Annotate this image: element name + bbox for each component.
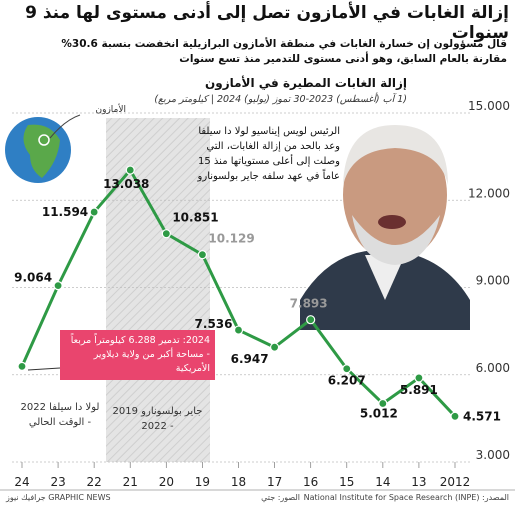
y-tick-label: 3.000 (476, 448, 510, 462)
point (378, 398, 388, 409)
bolsonaro-era-band (106, 118, 210, 462)
point (342, 364, 352, 374)
bolsonaro-period: جاير بولسونارو 2019 - 2022 (112, 406, 203, 432)
x-tick-label: 17 (267, 475, 282, 489)
point (233, 325, 244, 335)
point (269, 342, 280, 352)
point (89, 207, 99, 217)
y-tick-label: 12.000 (468, 186, 510, 200)
value-label: 10.129 (208, 232, 254, 246)
globe (5, 114, 81, 183)
value-label: 6.207 (328, 374, 366, 388)
point (17, 361, 27, 371)
x-tick-label: 13 (411, 475, 426, 489)
x-tick-label: 15 (339, 475, 354, 489)
value-label: 4.571 (463, 409, 501, 423)
footer-credit: GRAPHIC NEWS جرافيك نيوز (6, 493, 111, 502)
x-tick-label: 14 (375, 475, 390, 489)
lula-period: لولا دا سيلفا 2022 - الوقت الحالي (20, 402, 100, 428)
value-label: 7.536 (195, 317, 233, 331)
x-tick-label: 19 (195, 475, 210, 489)
value-label: 5.891 (400, 383, 438, 397)
value-label: 9.064 (14, 271, 52, 285)
lula-quote: الرئيس لويس إيناسيو لولا دا سيلفا وعد با… (197, 126, 340, 182)
x-tick-label: 23 (50, 475, 65, 489)
x-tick-label: 2012 (440, 475, 471, 489)
x-tick-label: 16 (303, 475, 318, 489)
point (125, 165, 135, 175)
x-tick-label: 24 (14, 475, 29, 489)
point (53, 281, 63, 291)
value-label: 7.893 (290, 297, 328, 311)
point (197, 250, 208, 260)
chart-title: إزالة الغابات المطيرة في الأمازون (205, 76, 407, 90)
subtitle: قال مسؤولون إن خسارة الغابات في منطقة ال… (61, 38, 507, 65)
value-label: 5.012 (360, 406, 398, 420)
title: إزالة الغابات في الأمازون تصل إلى أدنى م… (25, 3, 509, 43)
latest-annotation: 2024: تدمير 6.288 كيلومتراً مربعاً - مسا… (60, 330, 215, 380)
x-tick-label: 18 (231, 475, 246, 489)
point (414, 373, 424, 383)
point (161, 229, 171, 239)
y-tick-label: 15.000 (468, 99, 510, 113)
y-tick-label: 9.000 (476, 274, 510, 288)
globe-label: الأمازون (95, 105, 127, 115)
x-tick-label: 21 (123, 475, 138, 489)
x-tick-label: 20 (159, 475, 174, 489)
chart-subtitle: (1 آب (أغسطس) 2023-30 تموز (يوليو) 2024 … (154, 94, 407, 105)
point (306, 315, 316, 325)
footer-source: المصدر: National Institute for Space Res… (303, 493, 509, 502)
footer-photos: الصور: جتي (261, 493, 300, 502)
value-label: 13.038 (103, 177, 149, 191)
point (450, 411, 460, 421)
portrait (300, 125, 470, 330)
y-tick-label: 6.000 (476, 361, 510, 375)
x-tick-label: 22 (87, 475, 102, 489)
value-label: 11.594 (42, 205, 88, 219)
annotation-arrow (27, 367, 61, 371)
value-label: 6.947 (231, 352, 269, 366)
value-label: 10.851 (172, 211, 218, 225)
